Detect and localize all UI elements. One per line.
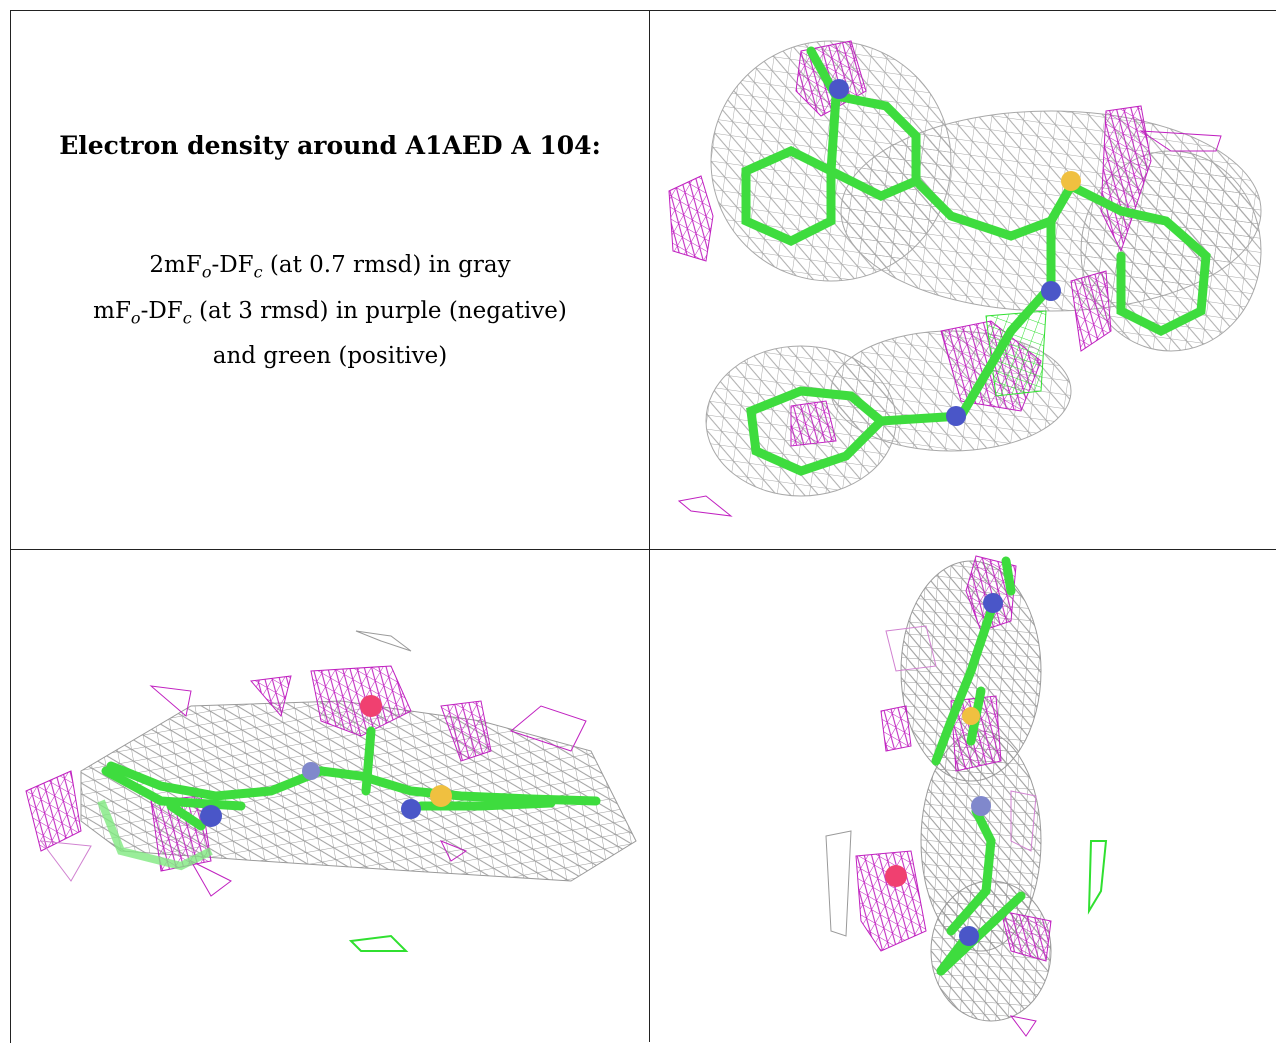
column-divider [649, 10, 650, 1042]
density-view-side [11, 551, 649, 1042]
ligand-atoms [200, 695, 452, 827]
nitrogen-atom [959, 926, 979, 946]
mesh-fofc-positive [1087, 840, 1108, 915]
nitrogen-atom [971, 796, 991, 816]
row-divider [10, 549, 1276, 550]
mesh-fofc-negative [25, 665, 587, 897]
nitrogen-atom [401, 799, 421, 819]
sulfur-atom [430, 785, 452, 807]
ligand-sticks [741, 46, 1211, 476]
nitrogen-atom [946, 406, 966, 426]
density-view-end-image [825, 555, 1108, 1037]
mesh-2fofc [80, 630, 637, 882]
mesh-2fofc [705, 40, 1262, 497]
density-view-top [651, 11, 1276, 549]
density-view-end [651, 551, 1276, 1042]
caption-panel: Electron density around A1AED A 104: 2mF… [11, 11, 649, 549]
nitrogen-atom [1041, 281, 1061, 301]
nitrogen-atom [200, 805, 222, 827]
caption-legend: 2mFo-DFc (at 0.7 rmsd) in gray mFo-DFc (… [11, 246, 649, 375]
legend-line-gray: 2mFo-DFc (at 0.7 rmsd) in gray [149, 252, 511, 282]
sulfur-atom [1061, 171, 1081, 191]
mesh-fofc-positive [348, 934, 409, 952]
legend-line-green: and green (positive) [212, 343, 448, 370]
nitrogen-atom [829, 79, 849, 99]
caption-title: Electron density around A1AED A 104: [59, 131, 601, 160]
density-view-top-image [668, 40, 1262, 517]
ligand-sticks-faint [97, 799, 213, 871]
nitrogen-atom [302, 762, 320, 780]
legend-line-purple: mFo-DFc (at 3 rmsd) in purple (negative) [93, 297, 567, 328]
ligand-atoms [829, 79, 1081, 426]
density-view-side-image [25, 630, 637, 952]
oxygen-atom [360, 695, 382, 717]
oxygen-atom [885, 865, 907, 887]
sulfur-atom [962, 707, 980, 725]
nitrogen-atom [983, 593, 1003, 613]
ligand-atoms [885, 593, 1003, 946]
figure-grid [10, 10, 1276, 1043]
